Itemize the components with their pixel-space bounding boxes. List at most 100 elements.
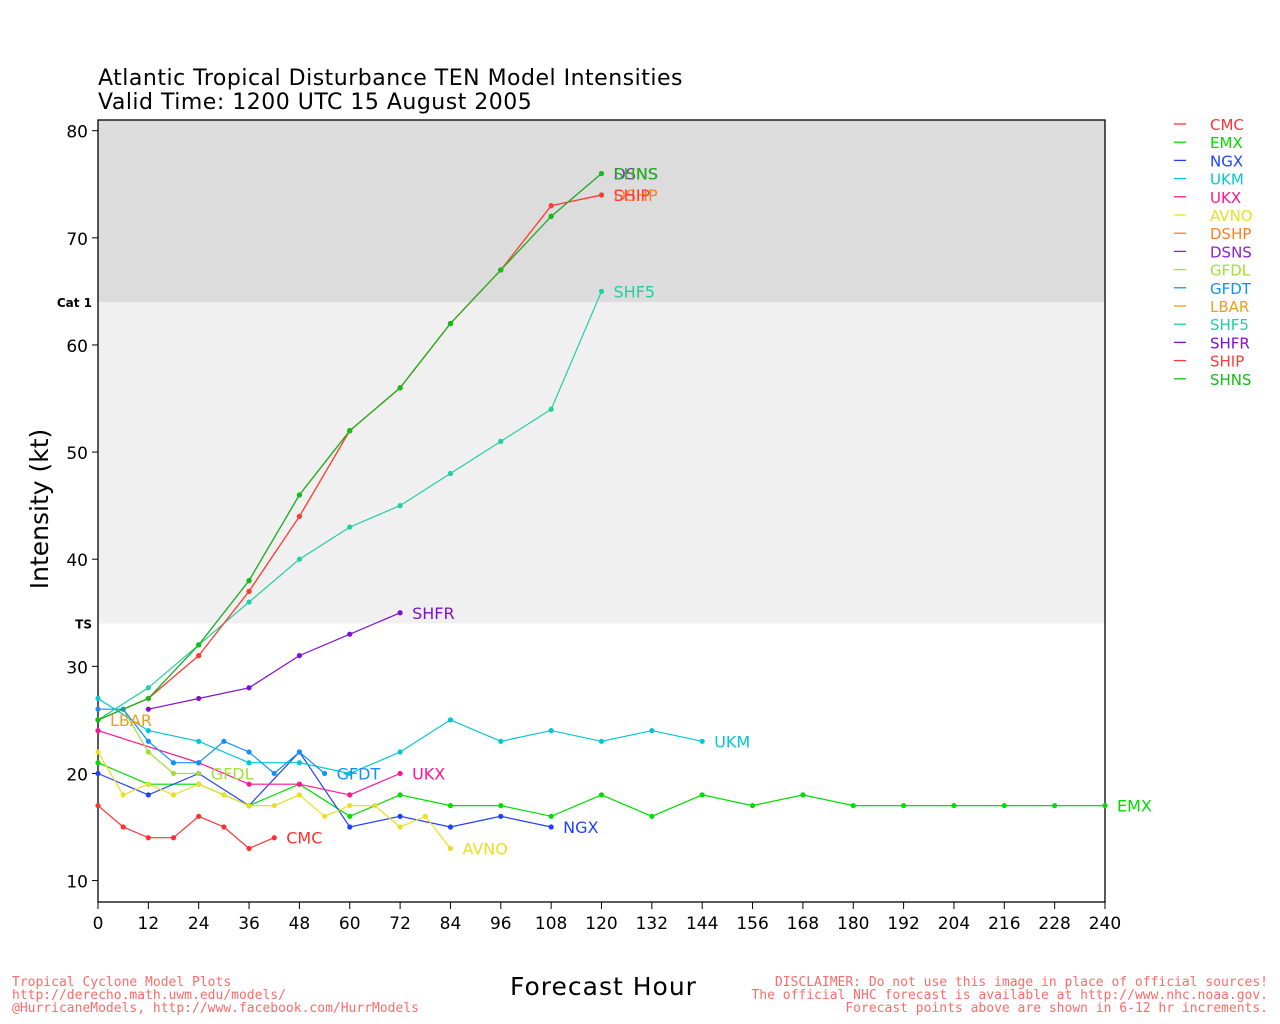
data-point-ngx: [548, 824, 554, 830]
x-tick-label: 108: [535, 914, 567, 934]
data-point-avno: [221, 792, 227, 798]
series-end-label: SHF5: [614, 282, 656, 301]
data-point-ship: [296, 513, 302, 519]
footer-disclaimer-line: DISCLAIMER: Do not use this image in pla…: [774, 975, 1268, 990]
data-point-ukx: [296, 781, 302, 787]
data-point-emx: [1001, 802, 1007, 809]
data-point-avno: [296, 792, 302, 798]
data-point-ukm: [296, 760, 302, 766]
x-tick-label: 96: [490, 914, 512, 934]
band-label: Cat 1: [57, 296, 92, 310]
data-point-shns: [498, 267, 504, 273]
x-tick-label: 156: [736, 914, 768, 934]
data-point-avno: [170, 792, 177, 798]
series-end-label: UKM: [714, 732, 750, 751]
x-tick-label: 216: [988, 914, 1020, 934]
data-point-shns: [598, 170, 605, 177]
data-point-shns: [246, 578, 252, 584]
footer-credits-line: http://derecho.math.uwm.edu/models/: [12, 988, 286, 1003]
data-point-cmc: [145, 835, 151, 841]
data-point-emx: [649, 813, 655, 819]
data-point-ukm: [95, 695, 101, 702]
data-point-gfdl: [145, 749, 151, 755]
data-point-ship: [246, 588, 252, 594]
data-point-gfdt: [95, 706, 101, 712]
series-end-label: DSHP: [614, 186, 659, 205]
legend-entry: SHNS: [1210, 371, 1252, 389]
data-point-ukm: [548, 728, 554, 734]
data-point-emx: [598, 792, 605, 798]
footer-disclaimer: DISCLAIMER: Do not use this image in pla…: [751, 976, 1268, 1015]
data-point-shfr: [347, 631, 353, 637]
data-point-ukm: [196, 738, 202, 744]
y-tick-label: 70: [66, 230, 88, 250]
data-point-avno: [422, 813, 428, 819]
legend-entry: EMX: [1210, 134, 1243, 152]
x-tick-label: 60: [339, 914, 361, 934]
data-point-ngx: [397, 813, 403, 819]
series-end-label: EMX: [1117, 797, 1152, 816]
chart-subtitle: Valid Time: 1200 UTC 15 August 2005: [98, 90, 533, 115]
data-point-avno: [95, 749, 101, 755]
data-point-gfdt: [296, 749, 302, 755]
series-end-label: GFDL: [211, 764, 254, 783]
data-point-ngx: [145, 792, 151, 798]
data-point-cmc: [196, 813, 202, 819]
x-tick-label: 12: [138, 914, 160, 934]
data-point-shns: [196, 642, 202, 648]
data-point-gfdt: [321, 770, 328, 777]
data-point-gfdt: [246, 749, 252, 755]
legend-entry: SHFR: [1210, 334, 1250, 352]
footer-credits-line: Tropical Cyclone Model Plots: [12, 975, 232, 990]
x-tick-label: 72: [389, 914, 411, 934]
data-point-emx: [347, 813, 353, 819]
data-point-emx: [800, 792, 806, 798]
data-point-ukx: [95, 728, 101, 734]
series-line-cmc: [97, 805, 275, 850]
series-line-avno: [97, 751, 451, 849]
y-tick-label: 60: [66, 337, 88, 357]
data-point-gfdt: [145, 738, 151, 744]
x-tick-label: 0: [93, 914, 104, 934]
data-point-emx: [901, 802, 907, 809]
data-point-cmc: [170, 835, 177, 841]
data-point-avno: [145, 781, 151, 787]
legend-entry: CMC: [1210, 116, 1244, 134]
y-tick-label: 10: [66, 873, 88, 893]
data-point-emx: [749, 802, 756, 809]
data-point-shns: [296, 492, 302, 498]
series-line-shfr: [148, 612, 401, 710]
x-tick-label: 240: [1089, 914, 1121, 934]
data-point-shns: [347, 428, 353, 434]
data-point-emx: [95, 760, 101, 766]
data-point-gfdl: [196, 770, 202, 777]
chart-title: Atlantic Tropical Disturbance TEN Model …: [98, 66, 683, 91]
legend-entry: UKM: [1210, 171, 1244, 189]
data-point-avno: [196, 781, 202, 787]
y-tick-label: 80: [66, 123, 88, 143]
data-point-avno: [120, 792, 126, 798]
legend-entry: AVNO: [1210, 207, 1253, 225]
data-point-ngx: [498, 813, 504, 819]
data-point-cmc: [95, 802, 101, 809]
data-point-ngx: [95, 770, 101, 777]
series-end-label: NGX: [563, 818, 598, 837]
footer-credits-line: @HurricaneModels, http://www.facebook.co…: [12, 1001, 419, 1016]
data-point-ngx: [347, 824, 353, 830]
data-point-ukm: [498, 738, 504, 744]
legend-entry: LBAR: [1210, 298, 1249, 316]
series-end-label: SHIP: [614, 186, 651, 205]
footer-disclaimer-line: Forecast points above are shown in 6-12 …: [845, 1001, 1268, 1016]
series-end-label: CMC: [286, 829, 322, 848]
data-point-emx: [951, 802, 957, 809]
x-tick-label: 84: [440, 914, 462, 934]
data-point-shns: [548, 213, 554, 220]
data-point-emx: [1052, 802, 1058, 809]
y-tick-label: 30: [66, 658, 88, 678]
series-end-label: SHFR: [412, 604, 455, 623]
data-point-avno: [271, 802, 277, 809]
series-end-label: UKX: [412, 764, 445, 783]
data-point-shf5: [246, 599, 252, 605]
series-end-label: DSNS: [614, 165, 659, 184]
data-point-avno: [347, 802, 353, 809]
